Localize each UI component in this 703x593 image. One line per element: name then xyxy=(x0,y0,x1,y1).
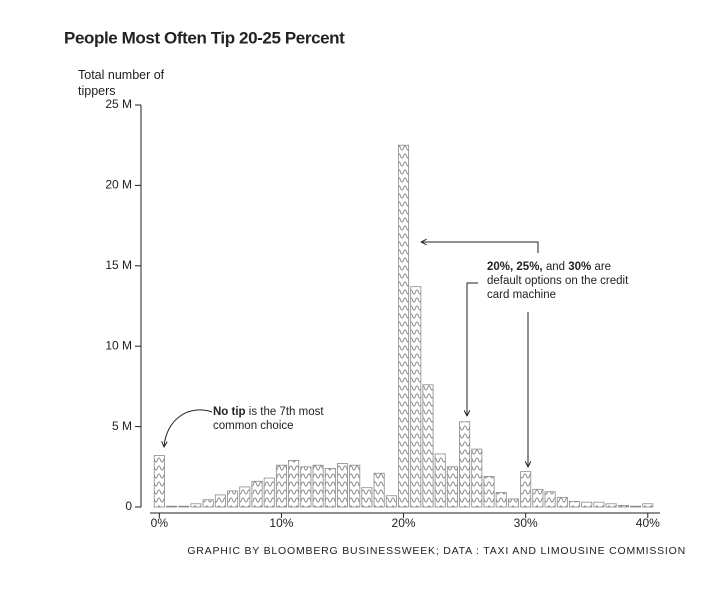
annotation-text: No tip xyxy=(213,406,246,418)
bar xyxy=(251,480,263,508)
bar xyxy=(275,464,287,508)
annotation-text: common choice xyxy=(213,420,294,432)
bar xyxy=(483,476,495,508)
annotation: default options on the credit xyxy=(487,275,629,287)
bar xyxy=(263,477,275,508)
bar xyxy=(605,503,617,508)
bar xyxy=(190,503,202,508)
bar xyxy=(581,501,593,508)
annotation-text: and xyxy=(543,261,569,273)
bar xyxy=(227,490,239,508)
annotation-text: 20%, 25%, xyxy=(487,261,543,273)
bar xyxy=(178,505,190,508)
bar xyxy=(349,464,361,508)
x-tick-label: 10% xyxy=(269,516,293,530)
annotation-text: is the 7th most xyxy=(246,406,325,418)
annotation-text: are xyxy=(591,261,611,273)
bar xyxy=(214,494,226,508)
y-tick-label: 0 xyxy=(125,499,132,513)
y-tick-label: 15 M xyxy=(105,258,132,272)
y-tick-label: 20 M xyxy=(105,178,132,192)
annotation-arrow xyxy=(467,282,478,416)
bar xyxy=(373,472,385,508)
bar xyxy=(617,504,629,508)
annotation: No tip is the 7th most xyxy=(213,406,324,418)
x-tick-label: 40% xyxy=(636,516,660,530)
x-tick-label: 20% xyxy=(392,516,416,530)
bar xyxy=(385,495,397,508)
bar xyxy=(239,486,251,508)
bar xyxy=(569,500,581,508)
bar xyxy=(593,501,605,508)
bar xyxy=(507,498,519,508)
y-axis-label: Total number of tippers xyxy=(78,68,165,98)
bar xyxy=(642,503,654,508)
bar xyxy=(398,144,410,508)
bar xyxy=(471,448,483,508)
annotation-arrow xyxy=(164,409,213,447)
bar xyxy=(166,505,178,508)
bar xyxy=(410,286,422,508)
bar xyxy=(312,464,324,508)
bar xyxy=(520,471,532,508)
annotation: 20%, 25%, and 30% are xyxy=(487,261,611,273)
annotation: card machine xyxy=(487,289,556,301)
bar xyxy=(495,492,507,508)
bar xyxy=(300,466,312,508)
bar xyxy=(532,488,544,508)
bar xyxy=(153,455,165,508)
source-note: GRAPHIC BY BLOOMBERG BUSINESSWEEK; DATA … xyxy=(187,545,686,557)
annotation-arrow xyxy=(421,242,539,253)
annotation-text: card machine xyxy=(487,289,556,301)
bar xyxy=(544,491,556,508)
annotation-text: default options on the credit xyxy=(487,275,629,287)
bar xyxy=(556,496,568,508)
y-tick-label: 10 M xyxy=(105,338,132,352)
bar xyxy=(324,468,336,508)
bar xyxy=(336,463,349,508)
bar xyxy=(288,459,300,508)
bar xyxy=(459,421,471,508)
y-tick-label: 25 M xyxy=(105,97,132,111)
bar xyxy=(434,453,446,508)
bar xyxy=(446,466,458,508)
y-tick-label: 5 M xyxy=(112,419,132,433)
bar xyxy=(361,487,373,508)
bar xyxy=(630,505,642,508)
annotation-text: 30% xyxy=(568,261,591,273)
bar xyxy=(202,499,214,508)
x-tick-label: 0% xyxy=(151,516,169,530)
chart-title: People Most Often Tip 20-25 Percent xyxy=(64,28,345,47)
annotation: common choice xyxy=(213,420,294,432)
x-tick-label: 30% xyxy=(514,516,538,530)
bar xyxy=(422,384,434,508)
